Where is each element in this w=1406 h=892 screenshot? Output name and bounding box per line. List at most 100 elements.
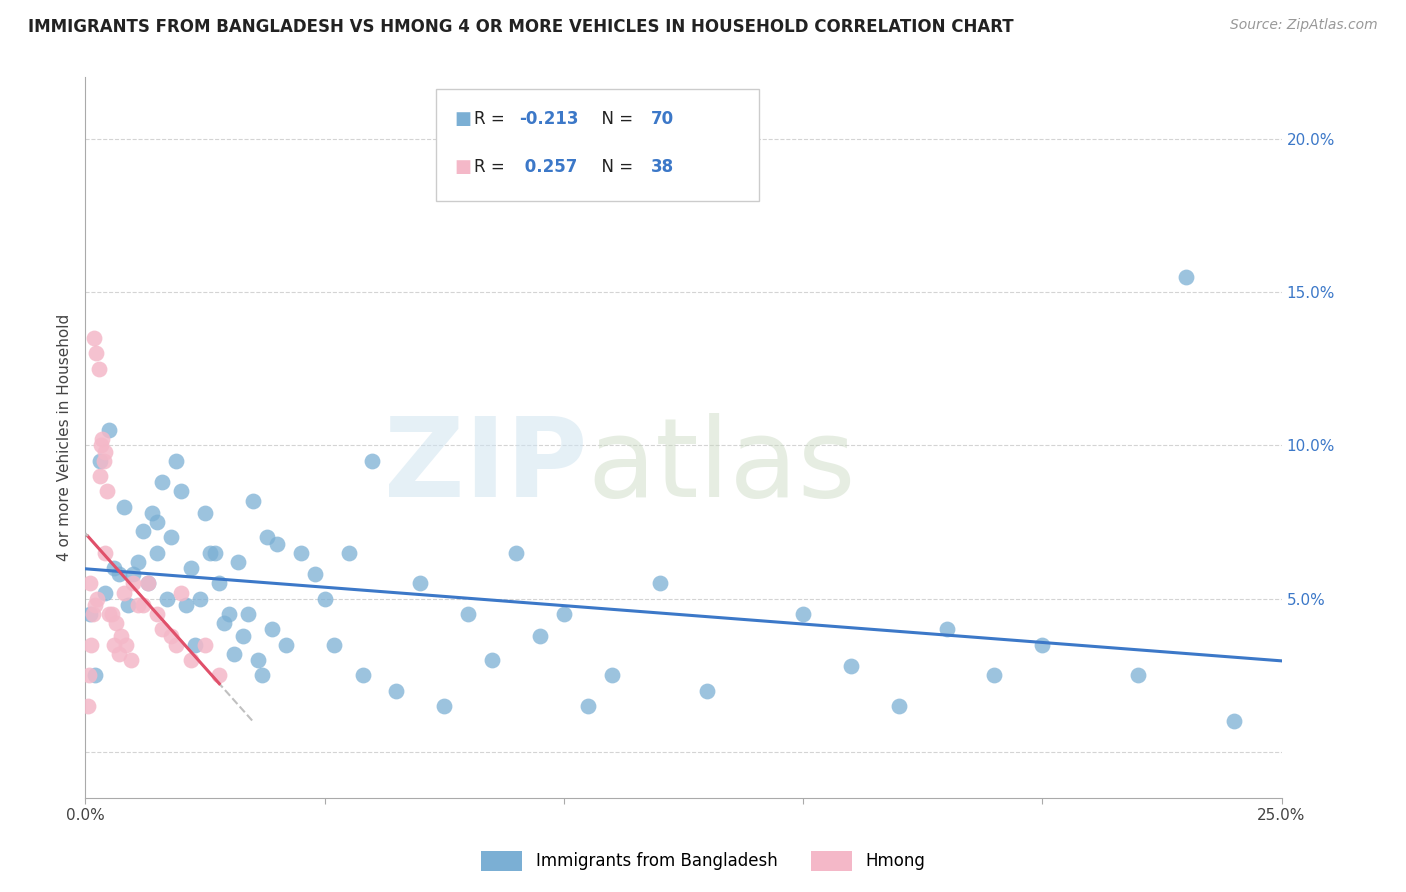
Point	[194, 506, 217, 520]
Point	[93, 585, 115, 599]
Point	[115, 638, 138, 652]
Point	[79, 607, 101, 621]
Point	[198, 546, 221, 560]
Point	[86, 591, 108, 606]
Point	[184, 638, 207, 652]
Point	[232, 628, 254, 642]
Point	[84, 598, 107, 612]
Point	[122, 576, 145, 591]
Point	[93, 546, 115, 560]
Point	[83, 331, 105, 345]
Point	[314, 591, 336, 606]
Point	[236, 607, 259, 621]
Point	[1031, 638, 1053, 652]
Point	[170, 585, 193, 599]
Point	[792, 607, 814, 621]
Point	[120, 653, 142, 667]
Point	[188, 591, 211, 606]
Point	[87, 361, 110, 376]
Point	[127, 555, 149, 569]
Point	[91, 432, 114, 446]
Point	[385, 683, 408, 698]
Text: ZIP: ZIP	[384, 413, 588, 520]
Point	[108, 567, 131, 582]
Point	[337, 546, 360, 560]
Text: N =: N =	[591, 110, 638, 128]
Point	[170, 484, 193, 499]
Text: N =: N =	[591, 158, 638, 176]
Point	[935, 623, 957, 637]
Point	[600, 668, 623, 682]
Point	[409, 576, 432, 591]
Text: atlas: atlas	[588, 413, 856, 520]
Point	[553, 607, 575, 621]
Point	[433, 699, 456, 714]
Point	[132, 598, 155, 612]
Point	[228, 555, 250, 569]
Point	[84, 668, 107, 682]
Point	[208, 576, 231, 591]
Point	[117, 598, 139, 612]
Point	[304, 567, 326, 582]
Text: 38: 38	[651, 158, 673, 176]
Point	[108, 647, 131, 661]
Point	[80, 638, 103, 652]
Point	[323, 638, 346, 652]
Point	[141, 506, 163, 520]
Point	[82, 607, 104, 621]
Point	[105, 616, 128, 631]
Text: R =: R =	[474, 110, 510, 128]
Point	[260, 623, 283, 637]
Point	[98, 423, 121, 437]
Point	[150, 475, 173, 490]
Point	[146, 515, 169, 529]
Point	[194, 638, 217, 652]
Point	[136, 576, 159, 591]
Point	[79, 576, 101, 591]
Point	[242, 493, 264, 508]
Point	[90, 438, 112, 452]
Point	[481, 653, 503, 667]
Point	[160, 530, 183, 544]
Text: -0.213: -0.213	[519, 110, 578, 128]
Point	[136, 576, 159, 591]
Point	[112, 585, 135, 599]
Legend: Immigrants from Bangladesh, Hmong: Immigrants from Bangladesh, Hmong	[472, 842, 934, 880]
Point	[983, 668, 1005, 682]
Text: IMMIGRANTS FROM BANGLADESH VS HMONG 4 OR MORE VEHICLES IN HOUSEHOLD CORRELATION : IMMIGRANTS FROM BANGLADESH VS HMONG 4 OR…	[28, 18, 1014, 36]
Point	[576, 699, 599, 714]
Point	[76, 699, 98, 714]
Text: Source: ZipAtlas.com: Source: ZipAtlas.com	[1230, 18, 1378, 32]
Point	[1222, 714, 1244, 729]
Point	[222, 647, 245, 661]
Point	[77, 668, 100, 682]
Point	[100, 607, 122, 621]
Point	[165, 454, 187, 468]
Point	[156, 591, 179, 606]
Point	[204, 546, 226, 560]
Point	[256, 530, 278, 544]
Point	[84, 346, 107, 360]
Point	[146, 607, 169, 621]
Point	[457, 607, 479, 621]
Text: ■: ■	[454, 158, 471, 176]
Point	[212, 616, 235, 631]
Point	[696, 683, 718, 698]
Point	[110, 628, 132, 642]
Point	[93, 454, 115, 468]
Point	[96, 484, 118, 499]
Point	[127, 598, 149, 612]
Point	[208, 668, 231, 682]
Point	[89, 454, 111, 468]
Text: 70: 70	[651, 110, 673, 128]
Point	[165, 638, 187, 652]
Y-axis label: 4 or more Vehicles in Household: 4 or more Vehicles in Household	[58, 314, 72, 561]
Point	[648, 576, 671, 591]
Point	[160, 628, 183, 642]
Point	[290, 546, 312, 560]
Point	[122, 567, 145, 582]
Point	[94, 444, 117, 458]
Point	[839, 659, 862, 673]
Point	[218, 607, 240, 621]
Point	[103, 638, 125, 652]
